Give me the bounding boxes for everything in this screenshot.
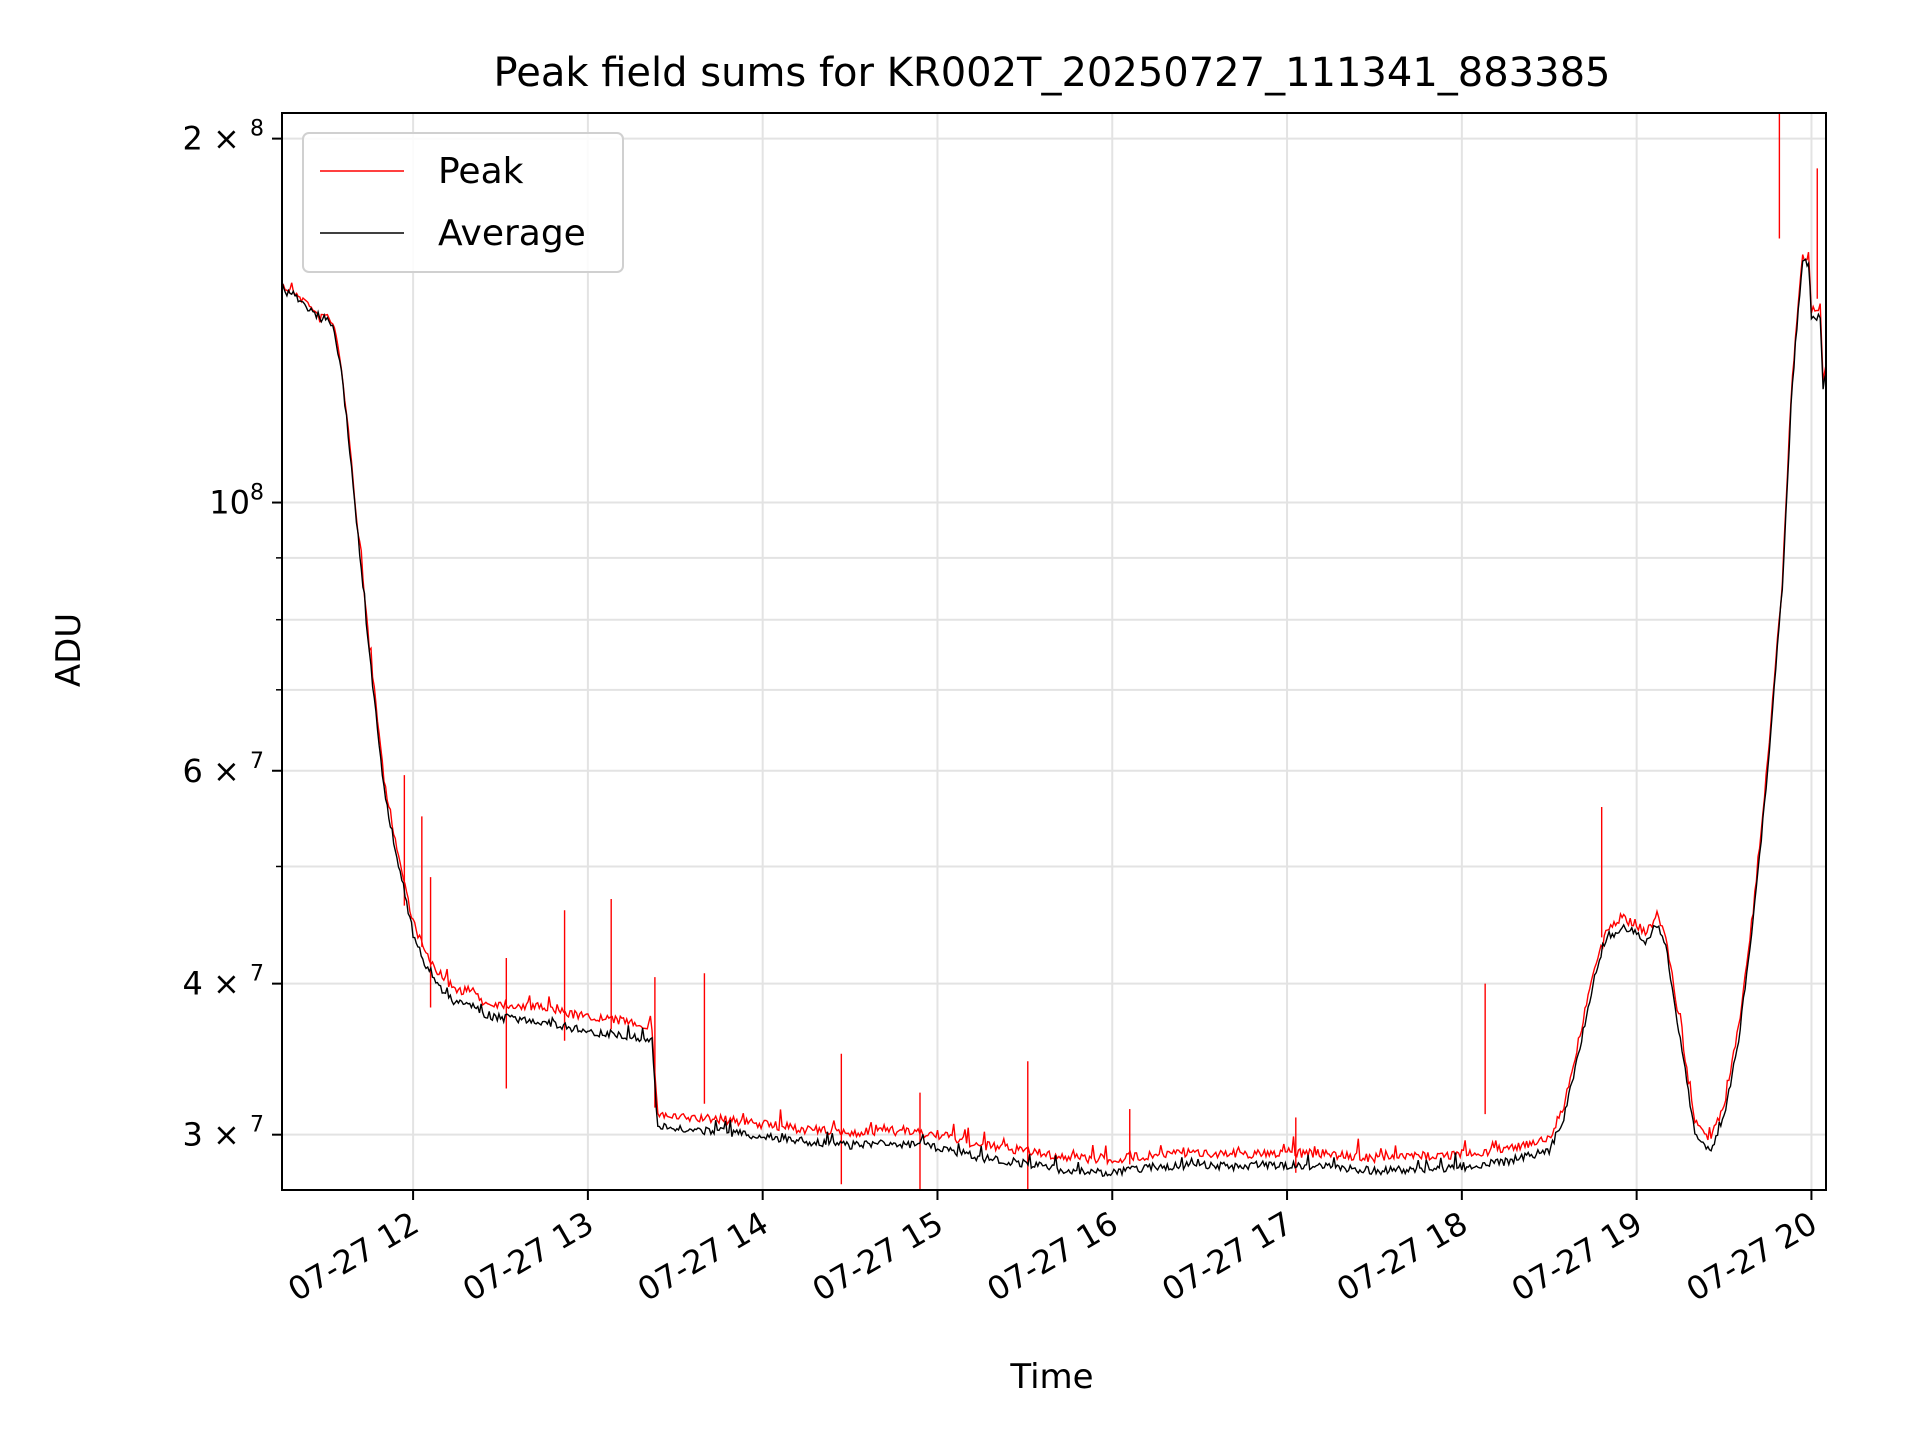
y-tick-label: 4 × 7 bbox=[182, 962, 264, 1003]
series-peak-line bbox=[282, 251, 1826, 1166]
y-axis: 3 × 7 4 × 7 6 × 7 108 2 × 8 bbox=[182, 117, 282, 1154]
y-tick-label: 6 × 7 bbox=[182, 749, 264, 790]
x-tick-label: 07-27 14 bbox=[631, 1204, 775, 1309]
y-tick-label: 3 × 7 bbox=[182, 1113, 264, 1154]
plot-area bbox=[282, 113, 1826, 1190]
x-tick-label: 07-27 15 bbox=[806, 1204, 950, 1309]
series-average-line bbox=[282, 257, 1826, 1178]
legend-label: Peak bbox=[438, 151, 524, 192]
y-axis-label: ADU bbox=[49, 613, 89, 687]
x-axis: 07-27 12 07-27 13 07-27 14 07-27 15 07-27 16… bbox=[281, 1190, 1823, 1309]
legend-box bbox=[302, 132, 624, 273]
x-tick-label: 07-27 13 bbox=[456, 1204, 600, 1309]
x-tick-label: 07-27 18 bbox=[1330, 1204, 1474, 1309]
x-tick-label: 07-27 12 bbox=[281, 1204, 425, 1309]
legend: Peak Average bbox=[302, 132, 624, 273]
y-tick-label: 2 × 8 bbox=[182, 117, 264, 158]
x-tick-label: 07-27 19 bbox=[1505, 1204, 1649, 1309]
x-tick-label: 07-27 17 bbox=[1155, 1204, 1299, 1309]
legend-label: Average bbox=[438, 213, 586, 254]
y-tick-label: 108 bbox=[209, 481, 264, 522]
x-tick-label: 07-27 16 bbox=[981, 1204, 1125, 1309]
chart-title: Peak field sums for KR002T_20250727_1113… bbox=[494, 50, 1611, 96]
grid bbox=[282, 113, 1826, 1190]
x-axis-label: Time bbox=[1009, 1357, 1093, 1397]
axes-frame bbox=[281, 112, 1827, 1191]
x-tick-label: 07-27 20 bbox=[1680, 1204, 1824, 1309]
